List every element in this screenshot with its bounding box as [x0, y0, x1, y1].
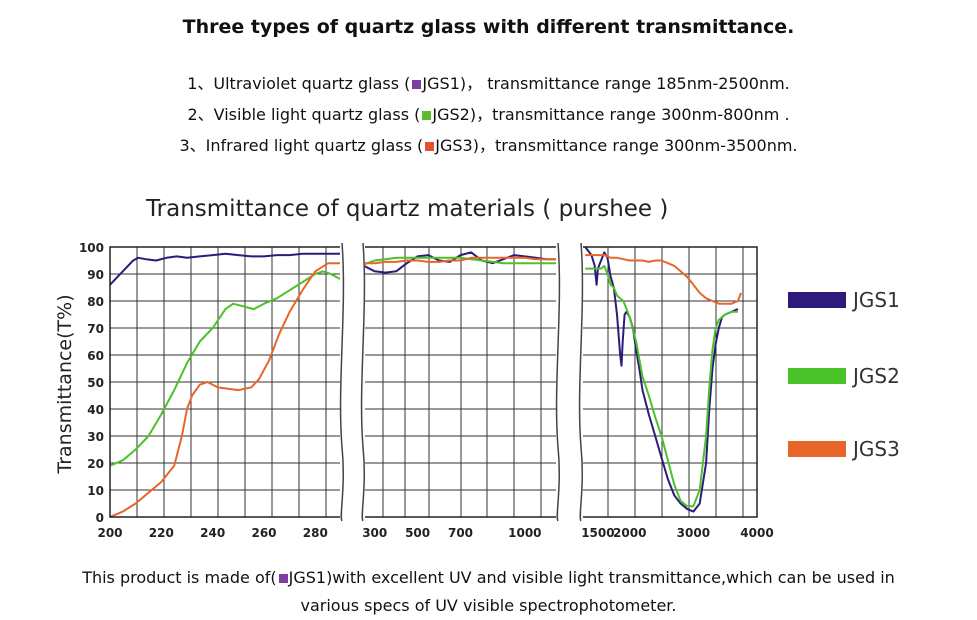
legend-label: JGS2 [851, 364, 900, 388]
legend-item-jgs3: JGS3 [788, 437, 900, 461]
y-tick-label: 60 [87, 349, 104, 363]
series-line-jgs2-panel-3 [585, 264, 738, 508]
page-heading: Three types of quartz glass with differe… [182, 16, 795, 38]
x-tick-label: 700 [448, 526, 473, 540]
series-line-jgs3-panel-2 [364, 256, 557, 265]
y-tick-label: 70 [87, 322, 104, 336]
series-line-jgs1-panel-3 [584, 247, 739, 513]
series-line-jgs3-panel-1 [110, 262, 341, 517]
x-tick-label: 220 [149, 526, 174, 540]
chart-panel-2 [363, 246, 558, 518]
y-tick-label: 10 [87, 484, 104, 498]
x-tick-label: 1500 [581, 526, 614, 540]
y-tick-label: 30 [87, 430, 104, 444]
y-axis-label: Transmittance(T%) [54, 294, 76, 474]
legend-swatch [788, 292, 846, 308]
y-tick-label: 20 [87, 457, 104, 471]
chart-panel-1 [109, 246, 342, 518]
type-item-jgs3: 3、Infrared light quartz glass (JGS3)，tra… [179, 136, 798, 155]
x-tick-label: 300 [362, 526, 387, 540]
jgs2-swatch [422, 110, 432, 120]
chart-panel-3 [581, 246, 758, 518]
y-tick-label: 90 [87, 268, 104, 282]
y-tick-label: 0 [96, 511, 104, 525]
legend-item-jgs2: JGS2 [788, 364, 900, 388]
type-item-jgs1: 1、Ultraviolet quartz glass (JGS1)， trans… [187, 74, 790, 93]
product-description: This product is made of(JGS1)with excell… [82, 568, 895, 615]
x-tick-label: 4000 [740, 526, 773, 540]
x-tick-label: 260 [251, 526, 276, 540]
series-line-jgs2-panel-1 [110, 270, 341, 467]
quartz-types-list: 1、Ultraviolet quartz glass (JGS1)， trans… [0, 68, 977, 161]
x-tick-label: 3000 [677, 526, 710, 540]
transmittance-chart: Transmittance of quartz materials ( purs… [54, 196, 900, 540]
jgs3-swatch [425, 141, 435, 151]
series-line-jgs2-panel-2 [364, 256, 557, 266]
x-tick-label: 500 [405, 526, 430, 540]
legend-swatch [788, 441, 846, 457]
jgs1-footer-swatch [278, 573, 288, 583]
y-tick-label: 40 [87, 403, 104, 417]
y-tick-label: 50 [87, 376, 104, 390]
x-tick-label: 1000 [508, 526, 541, 540]
x-tick-label: 2000 [613, 526, 646, 540]
x-tick-label: 280 [303, 526, 328, 540]
axis-break-1 [339, 242, 366, 522]
x-tick-label: 200 [97, 526, 122, 540]
axis-break-2 [555, 242, 584, 522]
legend-item-jgs1: JGS1 [788, 288, 900, 312]
series-line-jgs3-panel-3 [585, 254, 743, 305]
legend-swatch [788, 368, 846, 384]
y-tick-label: 80 [87, 295, 104, 309]
series-line-jgs1-panel-1 [110, 252, 341, 286]
y-tick-label: 100 [79, 241, 104, 255]
jgs1-swatch [412, 79, 422, 89]
x-tick-label: 240 [200, 526, 225, 540]
type-item-jgs2: 2、Visible light quartz glass (JGS2)，tran… [187, 105, 790, 124]
legend-label: JGS3 [851, 437, 900, 461]
series-line-jgs1-panel-2 [364, 251, 557, 274]
legend-label: JGS1 [851, 288, 900, 312]
chart-title: Transmittance of quartz materials ( purs… [145, 196, 668, 222]
